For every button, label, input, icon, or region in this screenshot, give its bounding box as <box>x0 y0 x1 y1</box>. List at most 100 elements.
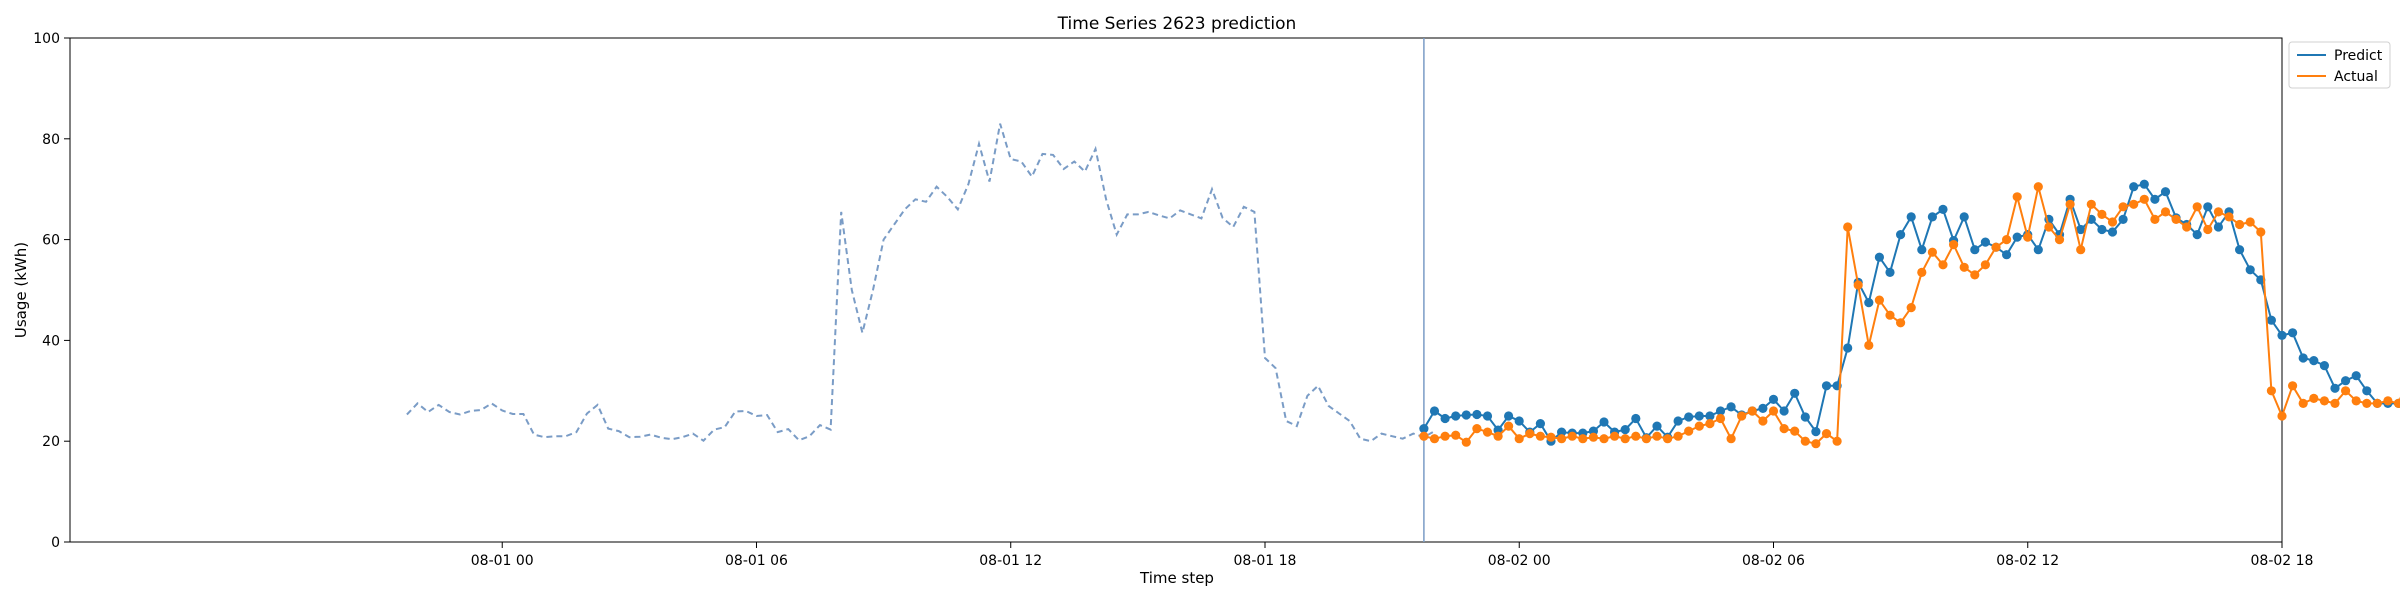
actual-point <box>2288 381 2297 390</box>
predict-point <box>2320 361 2329 370</box>
actual-point <box>1525 429 1534 438</box>
actual-point <box>1811 439 1820 448</box>
predict-point <box>1536 419 1545 428</box>
actual-point <box>2352 396 2361 405</box>
actual-point <box>1451 431 1460 440</box>
actual-point <box>2299 399 2308 408</box>
actual-point <box>2330 399 2339 408</box>
predict-point <box>1631 414 1640 423</box>
predict-point <box>1769 395 1778 404</box>
actual-point <box>1578 434 1587 443</box>
actual-point <box>2161 207 2170 216</box>
actual-point <box>2150 215 2159 224</box>
predict-point <box>2288 328 2297 337</box>
actual-point <box>1674 432 1683 441</box>
x-tick-label: 08-01 06 <box>725 553 788 569</box>
actual-point <box>1854 280 1863 289</box>
predict-point <box>1790 389 1799 398</box>
legend-predict-label: Predict <box>2334 48 2383 64</box>
y-tick-label: 80 <box>42 132 60 148</box>
predict-point <box>2013 233 2022 242</box>
predict-point <box>1885 268 1894 277</box>
actual-point <box>2097 210 2106 219</box>
actual-point <box>2044 222 2053 231</box>
x-tick-label: 08-01 18 <box>1234 553 1297 569</box>
predict-point <box>1727 402 1736 411</box>
actual-point <box>2383 396 2392 405</box>
predict-point <box>1451 411 1460 420</box>
x-tick-label: 08-02 06 <box>1742 553 1805 569</box>
y-tick-label: 0 <box>51 535 60 551</box>
actual-point <box>1748 406 1757 415</box>
predict-point <box>1599 417 1608 426</box>
predict-point <box>1907 212 1916 221</box>
actual-point <box>1769 406 1778 415</box>
actual-point <box>1843 222 1852 231</box>
actual-point <box>2309 394 2318 403</box>
x-tick-label: 08-02 00 <box>1488 553 1551 569</box>
predict-point <box>1970 245 1979 254</box>
predict-point <box>1938 205 1947 214</box>
predict-point <box>1875 253 1884 262</box>
actual-point <box>1758 416 1767 425</box>
actual-point <box>2267 386 2276 395</box>
predict-point <box>1504 411 1513 420</box>
predict-point <box>1758 404 1767 413</box>
actual-point <box>2320 396 2329 405</box>
predict-point <box>2341 376 2350 385</box>
actual-point <box>1737 411 1746 420</box>
actual-point <box>1801 437 1810 446</box>
actual-point <box>1663 434 1672 443</box>
actual-point <box>2055 235 2064 244</box>
actual-point <box>2023 233 2032 242</box>
predict-point <box>1515 416 1524 425</box>
predict-point <box>1462 410 1471 419</box>
actual-point <box>2256 227 2265 236</box>
predict-point <box>1864 298 1873 307</box>
predict-point <box>1928 212 1937 221</box>
actual-point <box>2140 195 2149 204</box>
actual-point <box>2341 386 2350 395</box>
predict-point <box>2330 384 2339 393</box>
actual-point <box>1642 434 1651 443</box>
actual-point <box>1727 434 1736 443</box>
predict-point <box>1441 414 1450 423</box>
actual-point <box>2182 222 2191 231</box>
history-series-line <box>407 124 1435 442</box>
actual-point <box>1790 427 1799 436</box>
predict-point <box>2309 356 2318 365</box>
actual-point <box>1695 422 1704 431</box>
actual-point <box>2203 225 2212 234</box>
y-tick-label: 40 <box>42 333 60 349</box>
predict-point <box>1896 230 1905 239</box>
actual-point <box>1991 243 2000 252</box>
predict-point <box>1822 381 1831 390</box>
predict-point <box>1472 410 1481 419</box>
actual-point <box>2277 411 2286 420</box>
actual-point <box>1610 432 1619 441</box>
actual-point <box>1419 432 1428 441</box>
y-axis-label: Usage (kWh) <box>12 242 30 338</box>
predict-point <box>2267 316 2276 325</box>
x-tick-label: 08-02 18 <box>2251 553 2314 569</box>
actual-point <box>1949 240 1958 249</box>
actual-point <box>1504 422 1513 431</box>
predict-point <box>2161 187 2170 196</box>
predict-point <box>1621 425 1630 434</box>
predict-point <box>2119 215 2128 224</box>
actual-point <box>2034 182 2043 191</box>
actual-point <box>1938 260 1947 269</box>
predict-point <box>1674 416 1683 425</box>
actual-point <box>2076 245 2085 254</box>
actual-point <box>1631 432 1640 441</box>
actual-point <box>1568 432 1577 441</box>
predict-point <box>2129 182 2138 191</box>
predict-point <box>2140 180 2149 189</box>
actual-point <box>2066 200 2075 209</box>
actual-point <box>2193 202 2202 211</box>
actual-point <box>1970 270 1979 279</box>
actual-point <box>1864 341 1873 350</box>
plot-area: 0 20 40 60 80 100 08-01 00 08-01 06 08-01 12 08-0… <box>33 31 2400 569</box>
predict-point <box>1483 411 1492 420</box>
y-tick-label: 60 <box>42 233 60 249</box>
